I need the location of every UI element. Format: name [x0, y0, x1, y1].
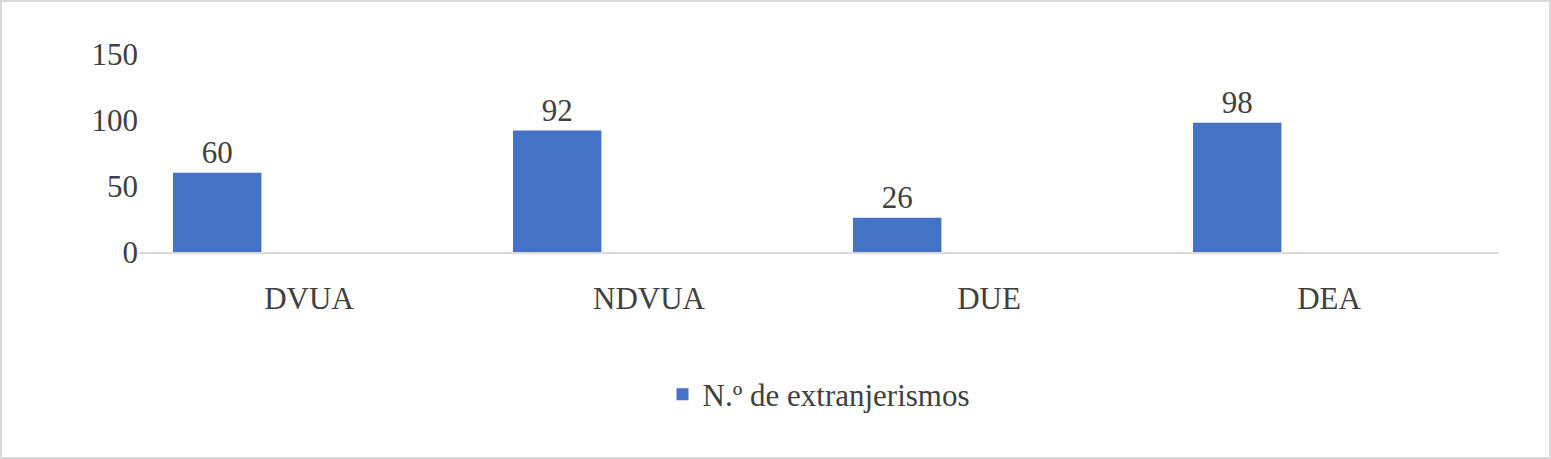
svg-text:0: 0: [123, 235, 139, 270]
svg-text:26: 26: [882, 180, 913, 215]
svg-text:DEA: DEA: [1297, 281, 1361, 316]
svg-text:50: 50: [107, 169, 138, 204]
svg-text:60: 60: [202, 135, 233, 170]
svg-text:N.º de extranjerismos: N.º de extranjerismos: [703, 378, 970, 413]
svg-text:92: 92: [542, 93, 573, 128]
svg-text:DVUA: DVUA: [264, 281, 354, 316]
svg-text:100: 100: [92, 103, 139, 138]
svg-text:NDVUA: NDVUA: [593, 281, 706, 316]
svg-text:98: 98: [1222, 85, 1253, 120]
svg-text:DUE: DUE: [957, 281, 1021, 316]
svg-text:150: 150: [92, 37, 139, 72]
